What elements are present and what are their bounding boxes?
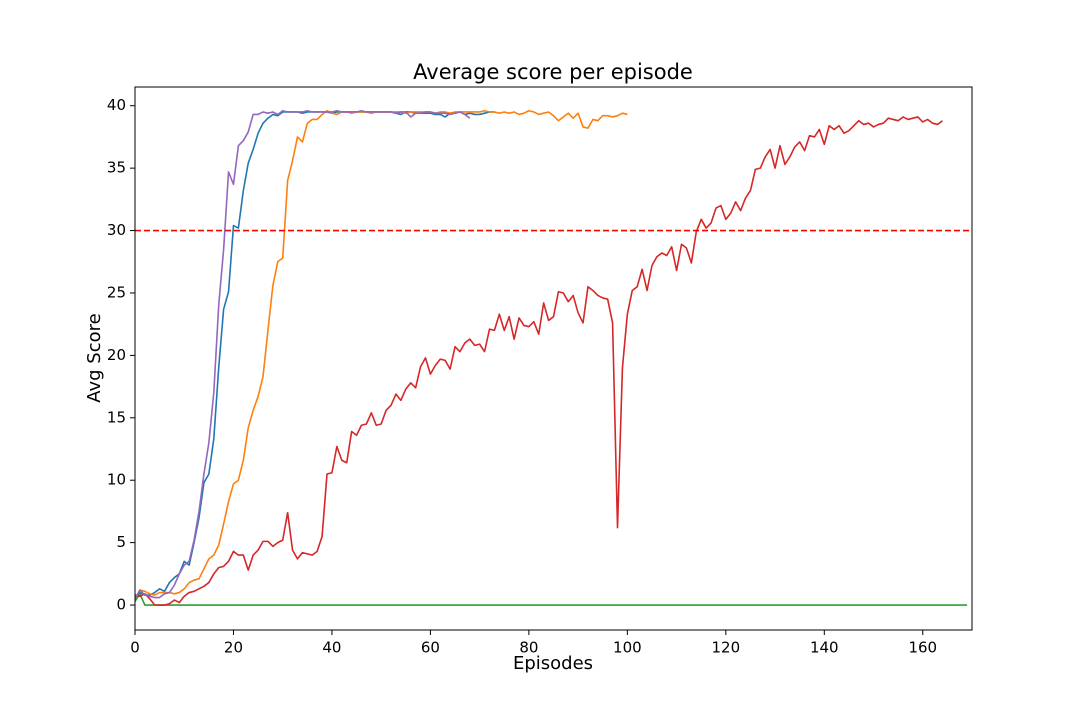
y-tick-label: 5 (116, 533, 126, 551)
y-tick-label: 15 (107, 408, 126, 426)
series-line (135, 116, 943, 606)
series-line (135, 593, 968, 606)
x-tick-label: 160 (908, 639, 937, 657)
y-tick-label: 30 (107, 221, 126, 239)
series-line (135, 109, 471, 600)
x-tick-label: 0 (130, 639, 140, 657)
x-axis-label: Episodes (513, 653, 593, 674)
x-tick-label: 100 (613, 639, 642, 657)
x-tick-label: 120 (712, 639, 741, 657)
y-tick-label: 20 (107, 346, 126, 364)
plot-frame (134, 86, 973, 631)
y-tick-label: 0 (116, 596, 126, 614)
x-tick-label: 20 (224, 639, 243, 657)
y-axis-label: Avg Score (84, 313, 105, 402)
y-tick-label: 25 (107, 283, 126, 301)
x-tick-label: 40 (322, 639, 341, 657)
chart-title: Average score per episode (413, 60, 693, 84)
x-tick-label: 80 (519, 639, 538, 657)
x-tick-label: 60 (421, 639, 440, 657)
y-tick-label: 35 (107, 159, 126, 177)
x-tick-label: 140 (810, 639, 839, 657)
y-tick-label: 40 (107, 96, 126, 114)
y-tick-label: 10 (107, 471, 126, 489)
